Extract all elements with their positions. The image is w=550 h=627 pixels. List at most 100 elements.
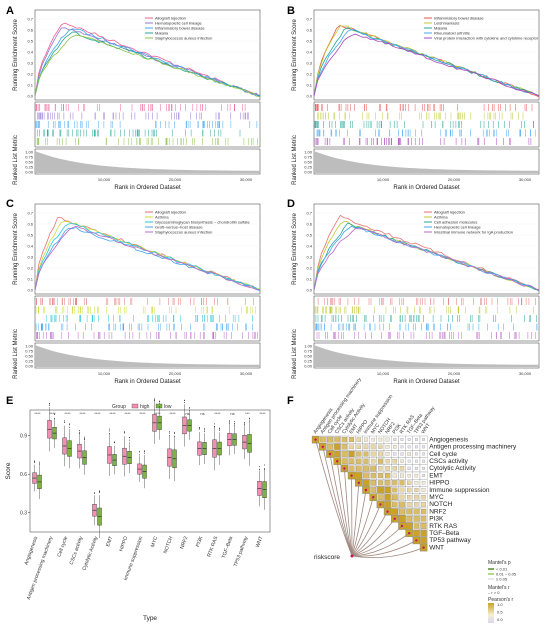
metric-y-tick: 1.00 [304,344,313,349]
heatmap-square [391,508,399,515]
mantel-link [336,461,353,557]
riskscore-node [350,554,354,558]
heatmap-row-label: Antigen processing machinery [429,444,517,451]
legend-entry: Asthma [155,215,169,220]
heatmap-square [406,515,413,522]
legend-entry: Allograft rejection [434,210,465,215]
es-curve-4 [313,29,540,97]
box-x-tick: WNT [255,536,265,549]
box-y-tick: 0.3 [20,511,27,517]
x-tick: 30,000 [519,177,532,182]
heatmap-square [392,466,397,471]
metric-y-tick: 0.25 [25,165,34,170]
heatmap-square [406,508,413,515]
es-plot-frame [34,203,261,295]
es-y-tick: 0.4 [306,244,312,249]
es-y-tick: 0.1 [27,83,33,88]
box-legend-title: Group [112,404,126,410]
heatmap-square [356,444,361,449]
heatmap-square [370,479,377,486]
heatmap-square [370,458,376,464]
heatmap-square [362,479,370,486]
heatmap-square [377,486,384,494]
heatmap-square [414,494,419,500]
outlier-point [229,420,230,422]
es-y-tick: 0.6 [306,28,312,33]
box-x-tick: Cytolytic Activity [81,535,99,571]
ranked-metric-area [35,151,260,173]
outlier-point [109,432,110,434]
outlier-point [79,430,80,432]
es-y-tick: 0.6 [306,222,312,227]
legend-entry: Rheumatoid arthritis [434,31,470,36]
hits-frame [313,101,540,148]
legend-entry: Malaria [155,31,169,36]
heatmap-square [414,481,419,485]
heatmap-square [377,458,383,464]
x-tick: 30,000 [240,177,253,182]
outlier-point [174,433,175,435]
outlier-point [114,442,115,444]
es-y-tick: 0.3 [306,61,312,66]
es-curve-3 [34,28,261,97]
hits-frame [34,101,261,148]
outlier-point [184,402,185,404]
outlier-point [139,454,140,456]
significance-label: ns [230,411,234,416]
es-y-tick: 0.0 [306,288,312,293]
heatmap-square [384,486,391,494]
heatmap-row-label: Cell cycle [429,451,457,458]
es-plot-frame [34,9,261,101]
heatmap-square [392,458,398,464]
metric-y-axis-title: Ranked List Metric [292,135,298,185]
heatmap-square [363,465,369,472]
outlier-point [84,437,85,439]
es-curve-5 [34,225,261,291]
es-y-tick: 0.0 [27,288,33,293]
mantel-node [386,510,389,513]
mantel-node [408,532,411,535]
heatmap-row-label: PI3K [429,516,444,523]
es-y-tick: 0.2 [27,266,33,271]
outlier-point [69,423,70,425]
es-plot-frame [313,9,540,101]
outlier-point [169,432,170,434]
box-x-tick: TGF–Beta [221,535,235,559]
heatmap-square [407,452,411,456]
heatmap-square [399,487,405,493]
es-y-tick: 0.2 [27,72,33,77]
heatmap-square [421,481,426,485]
mantel-node [343,467,346,470]
es-curve-5 [34,34,261,98]
heatmap-square [399,508,405,515]
mantel-link [351,497,374,557]
heatmap-square [377,473,383,479]
heatmap-square [407,466,411,470]
heatmap-square [356,437,362,442]
heatmap-square [371,437,375,442]
es-y-tick: 0.7 [27,17,33,22]
mantel-link [351,489,367,557]
es-y-tick: 0.3 [27,255,33,260]
legend-entry: Glycosaminoglycan biosynthesis – chondro… [155,220,250,225]
heatmap-square [378,444,383,449]
gsea-panel-c: 0.0 0.1 0.2 0.3 0.4 0.5 0.6 0.7 1.000.750.500.25… [13,203,261,385]
significance-label: **** [169,411,176,416]
heatmap-square [334,436,341,443]
outlier-point [69,424,70,426]
mantel-link [351,518,396,557]
outlier-point [219,428,220,430]
heatmap-square [422,474,425,477]
metric-y-tick: 0.50 [25,354,34,359]
outlier-point [259,468,260,470]
heatmap-square [384,472,391,479]
significance-label: **** [49,411,56,416]
panel-label-b: B [287,5,295,17]
es-y-axis-title: Running Enrichment Score [13,18,19,90]
es-y-tick: 0.5 [27,233,33,238]
heatmap-square [363,458,369,464]
metric-y-tick: 0.75 [25,349,34,354]
heatmap-col-label: WNT [420,422,431,435]
legend-p-label: < 0.01 [496,567,508,572]
significance-label: **** [109,411,116,416]
